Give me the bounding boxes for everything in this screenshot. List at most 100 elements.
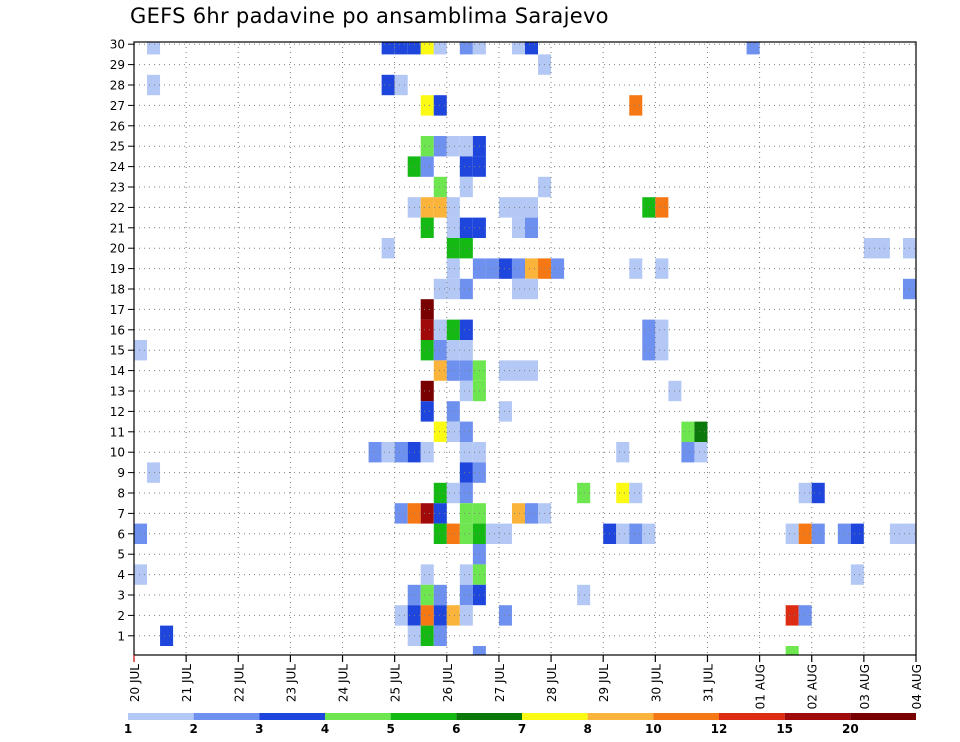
y-tick-label: 8 — [117, 487, 125, 501]
heatmap-cell — [629, 95, 643, 116]
legend-swatch — [587, 713, 654, 720]
heatmap-cell — [498, 197, 512, 218]
x-tick-label: 21 JUL — [180, 664, 194, 702]
y-tick-label: 18 — [110, 283, 125, 297]
heatmap-cell — [681, 421, 695, 442]
heatmap-cell — [655, 340, 669, 361]
heatmap-cell — [629, 258, 643, 279]
heatmap-cell — [420, 42, 434, 55]
x-tick-label: 31 JUL — [701, 664, 715, 702]
heatmap-cell — [642, 340, 656, 361]
x-tick-label: 01 AUG — [754, 664, 768, 709]
y-tick-label: 6 — [117, 527, 125, 541]
heatmap-cell — [655, 258, 669, 279]
heatmap-cell — [459, 42, 473, 55]
heatmap-cell — [433, 176, 447, 198]
heatmap-cell — [681, 442, 695, 463]
heatmap-cell — [498, 258, 512, 279]
heatmap-cell — [889, 523, 903, 544]
heatmap-cell — [511, 278, 525, 300]
heatmap-cell — [420, 95, 434, 116]
heatmap-cell — [420, 319, 434, 340]
heatmap-cell — [525, 503, 539, 524]
heatmap-cell — [394, 503, 408, 524]
heatmap-cell — [616, 523, 630, 544]
heatmap-cell — [420, 197, 434, 218]
heatmap-cell — [420, 584, 434, 606]
x-tick-label: 23 JUL — [284, 664, 298, 702]
heatmap-cell — [420, 625, 434, 646]
legend-label: 8 — [583, 722, 591, 736]
heatmap-cell — [459, 380, 473, 402]
y-tick-label: 30 — [110, 38, 125, 52]
heatmap-cell — [485, 258, 499, 279]
heatmap-cell — [850, 564, 864, 585]
legend-label: 4 — [321, 722, 329, 736]
heatmap-cell — [446, 258, 460, 279]
heatmap-cell — [798, 482, 812, 504]
x-tick-label: 27 JUL — [493, 664, 507, 702]
heatmap-cell — [394, 442, 408, 463]
heatmap-cell — [459, 238, 473, 259]
heatmap-cell — [798, 605, 812, 626]
x-tick-label: 04 AUG — [910, 664, 924, 709]
heatmap-cell — [616, 442, 630, 463]
heatmap-cell — [446, 340, 460, 361]
heatmap-cell — [459, 136, 473, 157]
heatmap-cell — [459, 340, 473, 361]
heatmap-cell — [134, 564, 148, 585]
y-tick-label: 23 — [110, 181, 125, 195]
heatmap-cell — [655, 319, 669, 340]
heatmap-cell — [459, 176, 473, 198]
heatmap-cell — [134, 340, 148, 361]
heatmap-cell — [433, 503, 447, 524]
heatmap-cell — [446, 197, 460, 218]
legend-swatch — [128, 713, 194, 720]
heatmap-cell — [420, 380, 434, 402]
heatmap-cell — [134, 523, 148, 544]
heatmap-cell — [525, 217, 539, 238]
heatmap-cell — [459, 605, 473, 626]
heatmap-cell — [485, 523, 499, 544]
heatmap-cell — [798, 523, 812, 544]
heatmap-cell — [511, 360, 525, 381]
plot-frame — [133, 41, 917, 656]
heatmap-cell — [577, 584, 591, 606]
heatmap-cell — [511, 42, 525, 55]
heatmap-cell — [433, 421, 447, 442]
heatmap-cell — [616, 482, 630, 504]
y-tick-label: 5 — [117, 548, 125, 562]
y-tick-label: 1 — [117, 629, 125, 643]
heatmap-cell — [160, 625, 174, 646]
heatmap-cell — [420, 136, 434, 157]
heatmap-cell — [459, 319, 473, 340]
heatmap-cell — [876, 238, 890, 259]
legend-label: 20 — [842, 722, 859, 736]
heatmap-cell — [147, 74, 161, 96]
heatmap-cell — [433, 584, 447, 606]
heatmap-cell — [446, 482, 460, 504]
heatmap-cell — [433, 482, 447, 504]
heatmap-cell — [446, 136, 460, 157]
x-tick-label: 03 AUG — [858, 664, 872, 709]
heatmap-cell — [433, 340, 447, 361]
heatmap-cell — [746, 42, 760, 55]
y-tick-label: 29 — [110, 58, 125, 72]
heatmap-cell — [811, 482, 825, 504]
heatmap-cell — [525, 360, 539, 381]
legend-label: 3 — [255, 722, 263, 736]
heatmap-cell — [420, 564, 434, 585]
legend-label: 1 — [124, 722, 132, 736]
heatmap-cell — [459, 482, 473, 504]
heatmap-cell — [420, 442, 434, 463]
legend-label: 10 — [645, 722, 662, 736]
heatmap-cell — [368, 442, 382, 463]
y-tick-label: 28 — [110, 79, 125, 93]
heatmap-cell — [459, 523, 473, 544]
x-tick-label: 30 JUL — [649, 664, 663, 702]
heatmap-cell — [433, 625, 447, 646]
heatmap-cell — [446, 421, 460, 442]
y-tick-label: 13 — [110, 385, 125, 399]
heatmap-cell — [446, 360, 460, 381]
heatmap-cell — [525, 197, 539, 218]
